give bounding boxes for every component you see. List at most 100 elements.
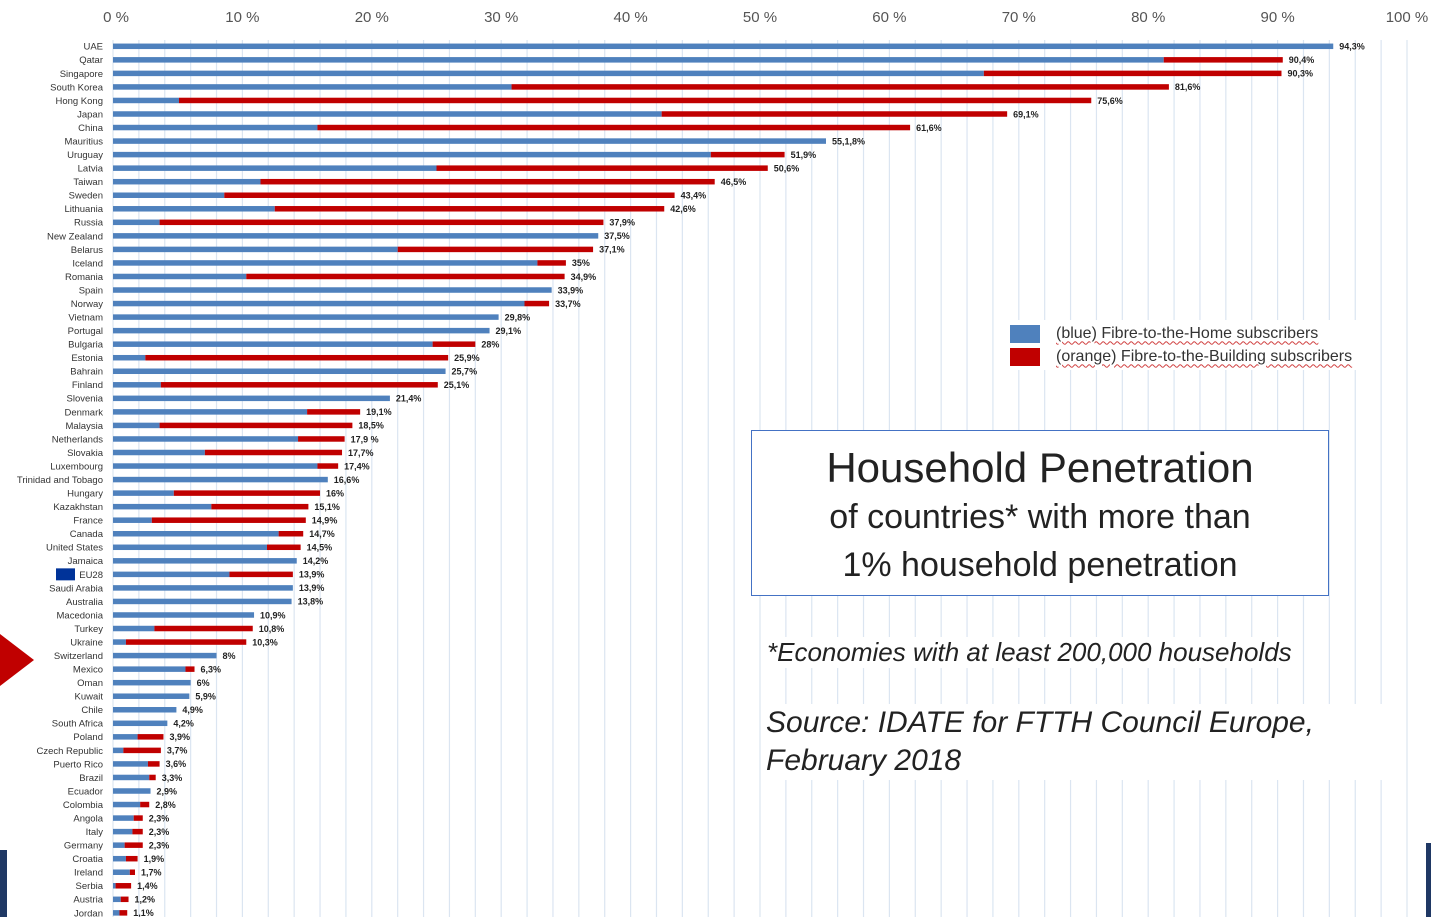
bar-fibre-to-the-home-norway (113, 300, 525, 307)
data-label-bahrain: 25,7% (452, 367, 478, 377)
category-label-macedonia: Macedonia (57, 610, 104, 621)
category-label-portugal: Portugal (68, 326, 103, 337)
bar-fibre-to-the-building-puerto-rico (147, 761, 160, 767)
data-label-south-korea: 81,6% (1175, 82, 1201, 92)
category-label-ecuador: Ecuador (68, 786, 103, 797)
data-label-hong-kong: 75,6% (1097, 96, 1123, 106)
x-tick-label: 30 % (484, 9, 518, 26)
data-label-bulgaria: 28% (481, 339, 499, 349)
data-label-oman: 6% (197, 678, 210, 688)
bar-fibre-to-the-home-denmark (113, 409, 308, 415)
category-label-latvia: Latvia (78, 164, 104, 175)
bar-fibre-to-the-home-united-states (113, 544, 267, 551)
data-label-brazil: 3,3% (162, 773, 183, 783)
category-label-oman: Oman (77, 678, 103, 689)
bar-fibre-to-the-home-turkey (113, 625, 155, 632)
category-label-romania: Romania (65, 272, 104, 283)
bar-fibre-to-the-home-puerto-rico (113, 761, 148, 767)
data-label-south-africa: 4,2% (173, 719, 194, 729)
legend: (blue) Fibre-to-the-Home subscribers (or… (1006, 320, 1357, 370)
bar-fibre-to-the-home-kuwait (113, 693, 190, 699)
source-note: Source: IDATE for FTTH Council Europe, F… (766, 704, 1386, 780)
bar-fibre-to-the-home-south-africa (113, 720, 168, 727)
category-label-czech-republic: Czech Republic (36, 746, 103, 757)
category-label-estonia: Estonia (71, 353, 103, 364)
category-label-taiwan: Taiwan (73, 177, 103, 188)
data-label-ireland: 1,7% (141, 868, 162, 878)
bar-fibre-to-the-home-luxembourg (113, 463, 318, 469)
bar-fibre-to-the-building-jordan (119, 910, 128, 916)
data-label-kazakhstan: 15,1% (314, 502, 340, 512)
bar-fibre-to-the-home-angola (113, 815, 134, 821)
bar-fibre-to-the-home-ecuador (113, 788, 151, 794)
bar-fibre-to-the-home-hungary (113, 490, 174, 496)
bar-fibre-to-the-home-czech-republic (113, 747, 124, 754)
bar-fibre-to-the-building-angola (133, 815, 143, 821)
data-label-switzerland: 8% (223, 651, 236, 661)
data-label-netherlands: 17,9 % (351, 434, 379, 444)
bar-fibre-to-the-building-france (151, 517, 306, 523)
bar-fibre-to-the-home-bulgaria (113, 341, 433, 347)
category-label-china: China (78, 123, 104, 134)
category-label-poland: Poland (73, 732, 103, 743)
data-label-trinidad-and-tobago: 16,6% (334, 475, 360, 485)
legend-item-fibre-to-the-building: (orange) Fibre-to-the-Building subscribe… (1010, 345, 1352, 368)
legend-swatch-fibre-to-the-building (1010, 347, 1040, 366)
legend-label-fibre-to-the-building: (orange) Fibre-to-the-Building subscribe… (1056, 347, 1353, 365)
data-label-austria: 1,2% (135, 895, 156, 905)
x-tick-label: 70 % (1002, 9, 1036, 26)
x-tick-label: 100 % (1386, 9, 1429, 26)
data-label-uruguay: 51,9% (791, 150, 817, 160)
category-label-iceland: Iceland (72, 258, 103, 269)
bar-fibre-to-the-home-iceland (113, 260, 538, 266)
x-tick-label: 40 % (613, 9, 647, 26)
left-edge-decoration (0, 850, 7, 917)
bar-fibre-to-the-home-uruguay (113, 151, 711, 158)
category-label-jamaica: Jamaica (68, 556, 104, 567)
bar-fibre-to-the-home-colombia (113, 801, 141, 808)
bar-fibre-to-the-building-finland (160, 382, 438, 388)
bar-fibre-to-the-home-slovakia (113, 449, 205, 456)
category-label-united-states: United States (46, 543, 103, 554)
data-label-angola: 2,3% (149, 813, 170, 823)
category-label-mauritius: Mauritius (64, 136, 103, 147)
legend-label-fibre-to-the-home: (blue) Fibre-to-the-Home subscribers (1056, 324, 1319, 342)
category-label-france: France (73, 516, 103, 527)
bar-fibre-to-the-home-spain (113, 287, 552, 293)
bars (113, 43, 1334, 916)
bar-fibre-to-the-building-turkey (154, 625, 253, 632)
data-label-jordan: 1,1% (133, 908, 154, 917)
x-tick-label: 80 % (1131, 9, 1165, 26)
category-label-russia: Russia (74, 218, 104, 229)
bar-fibre-to-the-home-trinidad-and-tobago (113, 476, 328, 483)
bar-fibre-to-the-building-germany (124, 842, 143, 848)
category-label-uruguay: Uruguay (67, 150, 103, 161)
data-label-china: 61,6% (916, 123, 942, 133)
category-label-colombia: Colombia (63, 800, 104, 811)
bar-fibre-to-the-building-belarus (397, 246, 594, 253)
category-labels: UAE Qatar Singapore South Korea Hong Kong Jap… (17, 42, 104, 917)
bar-fibre-to-the-building-austria (120, 896, 129, 903)
bar-fibre-to-the-building-norway (524, 300, 550, 307)
bar-fibre-to-the-building-singapore (983, 70, 1282, 77)
data-label-croatia: 1,9% (144, 854, 165, 864)
data-label-puerto-rico: 3,6% (166, 759, 187, 769)
category-label-turkey: Turkey (74, 624, 103, 635)
bar-fibre-to-the-building-colombia (140, 801, 150, 808)
data-label-uae: 94,3% (1339, 42, 1365, 52)
category-label-belarus: Belarus (71, 245, 103, 256)
category-label-chile: Chile (81, 705, 103, 716)
category-label-serbia: Serbia (76, 881, 104, 892)
data-label-iceland: 35% (572, 258, 590, 268)
bar-fibre-to-the-building-japan (661, 111, 1008, 117)
bar-fibre-to-the-building-serbia (115, 883, 132, 889)
category-label-puerto-rico: Puerto Rico (53, 759, 103, 770)
data-label-macedonia: 10,9% (260, 610, 286, 620)
data-label-czech-republic: 3,7% (167, 746, 188, 756)
bar-fibre-to-the-building-south-korea (511, 84, 1169, 90)
category-label-croatia: Croatia (72, 854, 103, 865)
bar-fibre-to-the-home-slovenia (113, 395, 390, 402)
category-label-south-korea: South Korea (50, 82, 104, 93)
bar-fibre-to-the-building-italy (132, 828, 143, 835)
bar-fibre-to-the-home-germany (113, 842, 125, 848)
